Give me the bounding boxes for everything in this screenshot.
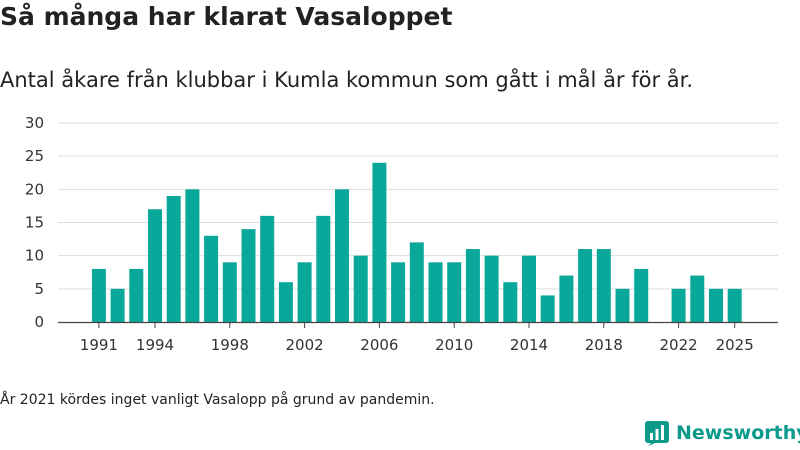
y-tick-label: 15 — [25, 214, 44, 232]
x-tick-label: 1998 — [211, 336, 249, 354]
y-tick-label: 30 — [25, 114, 44, 132]
bar — [297, 262, 312, 322]
bar — [335, 189, 349, 322]
bar — [540, 295, 555, 322]
bar — [484, 255, 499, 322]
chart-title: Så många har klarat Vasaloppet — [0, 2, 453, 31]
y-tick-label: 20 — [25, 180, 44, 198]
bar — [241, 229, 256, 322]
bar — [278, 282, 293, 322]
bar — [204, 235, 219, 322]
bar — [727, 288, 742, 322]
bar — [559, 275, 574, 322]
x-tick-label: 2002 — [286, 336, 324, 354]
bar — [428, 262, 443, 322]
bar — [129, 268, 144, 322]
brand-name: Newsworthy — [676, 422, 800, 444]
bar — [671, 288, 686, 322]
bar — [166, 195, 181, 322]
brand-logo: Newsworthy — [644, 419, 800, 447]
bar — [391, 262, 406, 322]
bar — [110, 288, 125, 322]
y-tick-label: 0 — [34, 313, 44, 331]
bar — [260, 215, 275, 322]
bar — [634, 268, 649, 322]
bar — [91, 268, 106, 322]
bar — [409, 242, 424, 322]
x-tick-label: 2025 — [716, 336, 754, 354]
bar — [222, 262, 237, 322]
x-tick-label: 2018 — [585, 336, 623, 354]
bar — [185, 189, 200, 322]
y-tick-label: 5 — [34, 280, 44, 298]
footnote: År 2021 kördes inget vanligt Vasalopp på… — [0, 392, 435, 408]
bar — [372, 162, 387, 322]
bar — [353, 255, 368, 322]
x-tick-label: 1991 — [80, 336, 118, 354]
y-tick-label: 25 — [25, 147, 44, 165]
bar — [690, 275, 705, 322]
x-tick-label: 2010 — [435, 336, 473, 354]
bar — [316, 215, 331, 322]
y-tick-label: 10 — [25, 247, 44, 265]
bar — [709, 288, 723, 322]
bar — [615, 288, 630, 322]
bar — [447, 262, 462, 322]
bar — [596, 249, 611, 322]
bar-chart-logo-icon — [645, 421, 669, 446]
x-tick-label: 2014 — [510, 336, 548, 354]
chart-subtitle: Antal åkare från klubbar i Kumla kommun … — [0, 68, 694, 92]
bar — [522, 255, 536, 322]
x-tick-label: 1994 — [136, 336, 174, 354]
bar — [503, 282, 518, 322]
bar — [465, 249, 480, 322]
bar — [578, 249, 593, 322]
x-tick-label: 2022 — [660, 336, 698, 354]
bar — [148, 209, 162, 322]
x-tick-label: 2006 — [360, 336, 398, 354]
